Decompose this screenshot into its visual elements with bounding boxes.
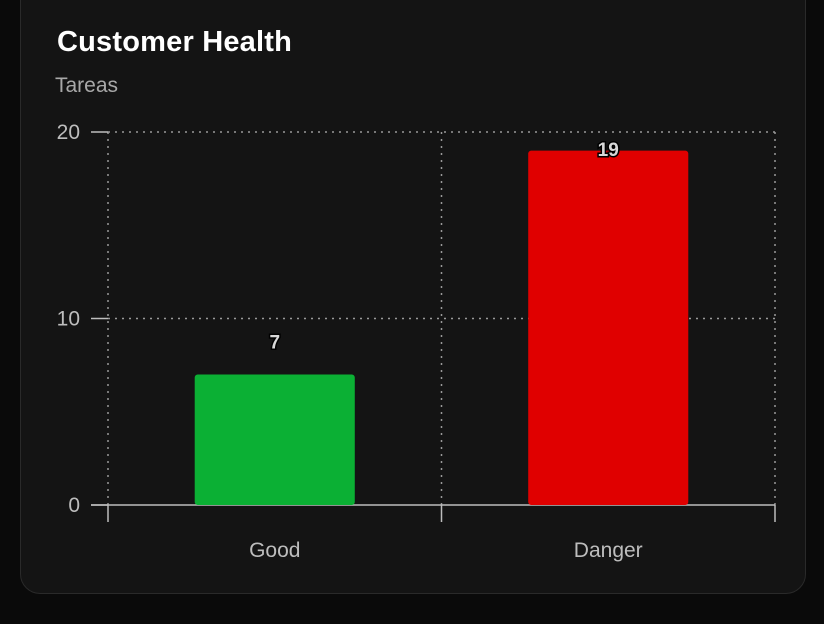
y-tick-label: 10: [57, 308, 80, 331]
bar-danger: [528, 150, 689, 505]
x-tick-label: Good: [249, 539, 300, 562]
chart-bars: [194, 150, 689, 505]
data-label: 19: [598, 140, 619, 161]
chart-subtitle: Tareas: [55, 74, 119, 97]
chart-title: Customer Health: [57, 26, 293, 58]
data-label: 7: [269, 332, 280, 353]
x-tick-label: Danger: [574, 539, 643, 562]
y-tick-label: 20: [57, 121, 80, 144]
chart-labels: Good 7 Danger 19: [249, 139, 643, 563]
bar-good: [194, 374, 355, 505]
y-tick-label: 0: [68, 494, 80, 517]
